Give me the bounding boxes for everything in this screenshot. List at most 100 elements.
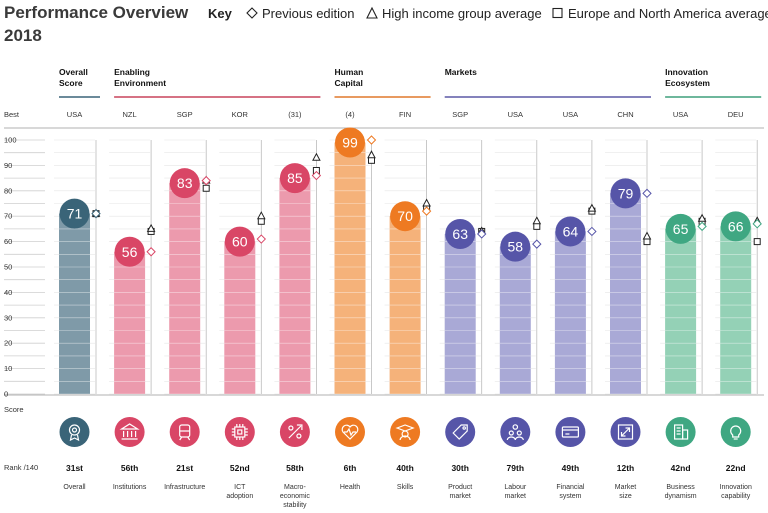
score-bar xyxy=(334,142,366,394)
pillar-ict-adoption: KOR 60 52nd ICT adoption xyxy=(224,110,267,500)
pillar-overall: USA 71 31st Overall xyxy=(59,110,101,491)
card-icon xyxy=(561,426,580,438)
best-performer: USA xyxy=(67,110,82,119)
train-icon xyxy=(179,424,191,441)
pillar-icon-circle xyxy=(445,417,476,447)
y-tick-label: 80 xyxy=(4,186,12,195)
group-title: Environment xyxy=(114,78,166,88)
pillar-icon-circle xyxy=(555,417,586,447)
pillar-label: capability xyxy=(721,493,751,500)
chart-title-line2: 2018 xyxy=(4,26,42,45)
score-bubble xyxy=(665,213,696,244)
pillar-icon-circle xyxy=(114,417,145,447)
rank-value: 40th xyxy=(396,463,413,473)
best-performer: FIN xyxy=(399,110,411,119)
pillar-icon-circle xyxy=(500,417,531,447)
europe-na-marker xyxy=(753,238,761,246)
previous-edition-marker xyxy=(697,221,707,232)
score-value: 70 xyxy=(397,208,413,224)
pillar-label: dynamism xyxy=(665,493,697,500)
score-bubble xyxy=(720,211,751,242)
y-tick-label: 30 xyxy=(4,313,12,322)
pillar-icon-circle xyxy=(169,417,200,447)
group-title: Innovation xyxy=(665,67,708,77)
score-bar xyxy=(169,183,201,394)
pillar-macro-economic-stability: (31) 85 58th Macro-economic stability xyxy=(279,110,322,509)
group-title: Capital xyxy=(335,78,363,88)
rank-value: 49th xyxy=(562,463,579,473)
y-tick-label: 90 xyxy=(4,161,12,170)
y-tick-label: 20 xyxy=(4,339,12,348)
rank-value: 21st xyxy=(176,463,193,473)
chart-title-line1: Performance Overview xyxy=(4,3,189,22)
y-tick-label: 60 xyxy=(4,237,12,246)
pillar-label: adoption xyxy=(226,493,253,500)
score-bubble xyxy=(224,226,255,257)
pillar-label: Financial xyxy=(556,484,584,491)
pillar-business-dynamism: USA 65 42nd Business dynamism xyxy=(665,110,707,500)
score-bar xyxy=(59,213,90,394)
pillar-columns: USA 71 31st Overall NZL 56 56th Institutions SGP… xyxy=(59,110,762,509)
rank-value: 6th xyxy=(344,463,357,473)
y-tick-label: 50 xyxy=(4,263,12,272)
previous-edition-marker xyxy=(421,206,432,216)
pillar-label: Innovation xyxy=(720,484,752,491)
pillar-icon-circle xyxy=(665,417,696,447)
pillar-label: Market xyxy=(615,484,636,491)
group-title: Overall xyxy=(59,67,88,77)
institution-icon xyxy=(119,423,140,440)
previous-edition-marker xyxy=(587,226,597,237)
pillar-label: Macro- xyxy=(284,484,306,491)
key-triangle-icon xyxy=(366,6,378,19)
rank-value: 12th xyxy=(617,463,634,473)
key-diamond-icon xyxy=(246,7,258,19)
score-value: 65 xyxy=(673,221,689,237)
rank-value: 56th xyxy=(121,463,138,473)
y-tick-label: 10 xyxy=(4,364,12,373)
pillar-label: Health xyxy=(340,484,360,491)
key-previous-edition: Previous edition xyxy=(262,6,355,21)
pillar-label: Product xyxy=(448,484,472,491)
rank-value: 52nd xyxy=(230,463,250,473)
score-bar xyxy=(554,231,586,394)
previous-edition-marker xyxy=(311,170,322,181)
previous-edition-marker xyxy=(91,208,101,219)
score-value: 56 xyxy=(122,244,138,260)
best-performer: (4) xyxy=(345,110,355,119)
score-bubble xyxy=(610,178,641,209)
previous-edition-marker xyxy=(256,234,267,244)
group-title: Human xyxy=(335,67,364,77)
pillar-label: Skills xyxy=(397,484,414,491)
previous-edition-marker xyxy=(366,135,377,145)
rank-value: 22nd xyxy=(726,463,746,473)
score-bubble xyxy=(445,218,476,249)
y-tick-label: 0 xyxy=(4,390,8,399)
group-title: Ecosystem xyxy=(665,78,710,88)
score-bubble xyxy=(555,216,586,247)
high-income-marker xyxy=(532,216,542,225)
key-title: Key xyxy=(208,6,233,21)
score-label: Score xyxy=(4,405,24,414)
pillar-label: Overall xyxy=(63,484,86,491)
pillar-product-market: SGP 63 30th Product market xyxy=(444,110,487,500)
y-tick-label: 70 xyxy=(4,212,12,221)
pillar-innovation-capability: DEU 66 22nd Innovation capability xyxy=(720,110,762,500)
previous-edition-marker xyxy=(201,175,211,186)
group-title: Enabling xyxy=(114,67,150,77)
score-value: 63 xyxy=(452,226,468,242)
heart-icon xyxy=(341,424,359,440)
expand-icon xyxy=(617,424,634,440)
pillar-label: Infrastructure xyxy=(164,484,205,491)
pillar-institutions: NZL 56 56th Institutions xyxy=(113,110,156,491)
score-bar xyxy=(499,246,531,394)
previous-edition-marker xyxy=(642,188,652,199)
score-bubble xyxy=(59,198,90,229)
score-value: 71 xyxy=(67,206,83,222)
pillar-label: economic xyxy=(280,493,310,500)
pillar-icon-circle xyxy=(390,417,421,447)
previous-edition-marker xyxy=(146,247,156,257)
tag-icon xyxy=(452,424,468,440)
pillar-label: ICT xyxy=(234,484,246,491)
rank-value: 31st xyxy=(66,463,83,473)
